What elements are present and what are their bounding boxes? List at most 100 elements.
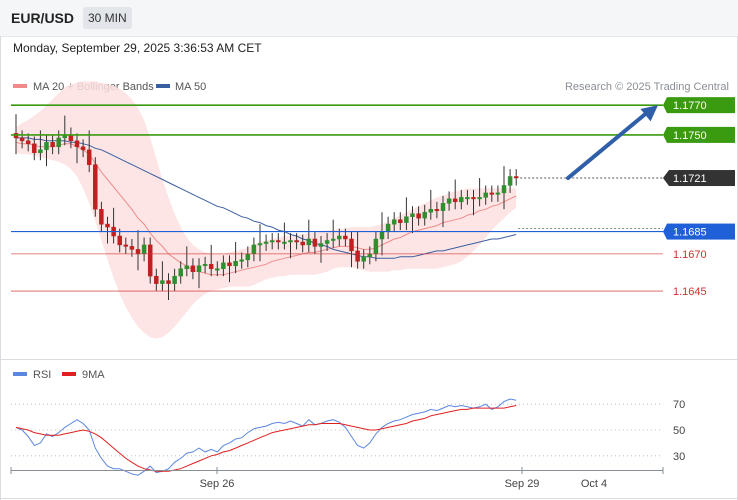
candle-body xyxy=(428,209,434,213)
candle-body xyxy=(312,238,318,247)
candle-body xyxy=(391,219,397,225)
candle-body xyxy=(245,253,251,261)
candle-body xyxy=(215,268,220,271)
candle-body xyxy=(227,262,232,267)
candle-body xyxy=(93,164,98,210)
candle-body xyxy=(257,243,263,246)
pivot-level-tag-tip xyxy=(663,223,667,240)
candle-body xyxy=(361,256,366,262)
candle-body xyxy=(349,238,354,252)
candle-body xyxy=(367,253,373,258)
candle-body xyxy=(477,197,482,200)
rsi-legend: RSI 9MA xyxy=(13,369,105,381)
candle-body xyxy=(172,275,177,284)
rsi-pane: 70 50 30 xyxy=(11,398,685,476)
time-axis-label: Sep 26 xyxy=(200,478,235,490)
candle-body xyxy=(135,249,141,255)
resistance-level-label: 1.1770 xyxy=(673,100,707,112)
candle-body xyxy=(68,134,74,142)
candle-body xyxy=(44,142,49,150)
candle-body xyxy=(489,192,495,195)
support-level-label: 1.1670 xyxy=(673,249,707,261)
candle-body xyxy=(166,280,171,284)
candle-body xyxy=(19,137,25,142)
legend-ma50-label: MA 50 xyxy=(175,81,206,93)
forecast-arrow-shaft xyxy=(566,108,652,181)
candle-body xyxy=(440,203,446,211)
resistance-level-tag-tip xyxy=(663,126,667,143)
time-axis-label: Oct 4 xyxy=(581,478,607,490)
candle-body xyxy=(74,140,80,147)
candle-body xyxy=(404,216,409,223)
legend-ma20-swatch xyxy=(13,84,27,88)
pivot-level-label: 1.1685 xyxy=(673,227,707,239)
ma50-line xyxy=(16,137,517,259)
ma20-line xyxy=(15,141,517,276)
candle-body xyxy=(123,244,129,247)
candle-body xyxy=(282,241,287,244)
candle-body xyxy=(294,240,299,243)
candle-body xyxy=(422,211,427,219)
candle-body xyxy=(56,137,61,148)
current-price-tag xyxy=(669,170,735,187)
candle-body xyxy=(147,244,153,277)
candle-body xyxy=(501,185,507,194)
legend-ma50-swatch xyxy=(156,84,170,88)
candle-body xyxy=(184,265,190,270)
candle-body xyxy=(251,244,257,255)
time-axis: Sep 26 Sep 29 Oct 4 xyxy=(10,467,664,490)
candle-body xyxy=(330,238,336,241)
candle-body xyxy=(459,197,464,203)
time-axis-label: Sep 29 xyxy=(505,478,540,490)
rsi-line xyxy=(15,398,517,476)
candle-body xyxy=(269,240,275,243)
support-level-label: 1.1645 xyxy=(673,286,707,298)
rsi-tick-label: 70 xyxy=(673,399,685,411)
candle-body xyxy=(221,262,226,269)
candle-body xyxy=(288,240,293,243)
current-price-tag-tip xyxy=(663,170,669,187)
candle-body xyxy=(178,268,183,277)
candle-body xyxy=(495,192,501,195)
candle-body xyxy=(306,238,312,246)
resistance-level-tag-tip xyxy=(663,97,667,114)
candle-body xyxy=(129,246,135,250)
candle-body xyxy=(276,240,281,243)
candle-body xyxy=(117,235,122,246)
rsi-tick-label: 30 xyxy=(673,451,685,463)
candle-body xyxy=(86,149,92,165)
rsi-tick-label: 50 xyxy=(673,425,685,437)
candle-body xyxy=(239,259,244,262)
legend-rsi-label: RSI xyxy=(33,369,51,381)
bollinger-band-area xyxy=(16,81,517,339)
candle-body xyxy=(202,264,208,267)
rsi-ma-line xyxy=(15,405,517,472)
legend-rsi-ma-label: 9MA xyxy=(82,369,105,381)
candle-body xyxy=(471,197,476,200)
candle-body xyxy=(80,146,86,151)
candle-body xyxy=(324,240,330,244)
candle-body xyxy=(343,235,348,240)
candle-body xyxy=(452,198,458,203)
candle-body xyxy=(154,275,159,284)
candle-body xyxy=(483,192,488,198)
price-levels: 1.1770 1.1750 1.1721 1.1685 1.1670 1.1645 xyxy=(11,97,735,298)
price-pane xyxy=(13,81,519,339)
candle-body xyxy=(32,143,37,153)
candle-body xyxy=(196,265,202,272)
candle-body xyxy=(105,223,110,228)
candle-body xyxy=(379,231,385,240)
resistance-level-tag xyxy=(667,97,735,114)
legend-rsi-ma-swatch xyxy=(62,372,76,376)
candle-body xyxy=(434,209,440,212)
copyright-text: Research © 2025 Trading Central xyxy=(565,81,729,93)
legend-rsi-swatch xyxy=(13,372,27,376)
candle-body xyxy=(337,235,342,240)
candle-body xyxy=(318,243,324,247)
candle-body xyxy=(446,198,452,204)
candle-body xyxy=(355,250,360,262)
instrument-label: EUR/USD xyxy=(11,10,75,26)
pivot-level-tag xyxy=(667,223,735,240)
timeframe-badge[interactable]: 30 MIN xyxy=(83,7,132,29)
